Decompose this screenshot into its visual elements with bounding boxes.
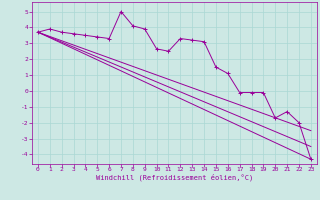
X-axis label: Windchill (Refroidissement éolien,°C): Windchill (Refroidissement éolien,°C) [96, 174, 253, 181]
